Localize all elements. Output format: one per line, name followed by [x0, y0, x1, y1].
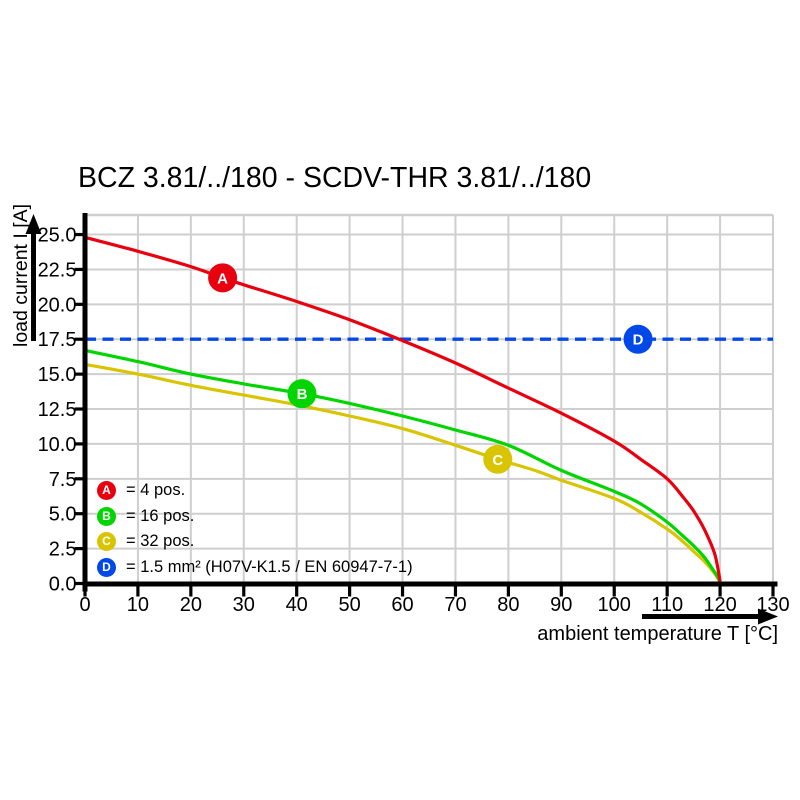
y-tick-label: 0.0 — [49, 574, 77, 596]
x-tick-label: 10 — [127, 594, 149, 616]
x-axis-arrow-icon — [642, 608, 778, 625]
curve-b — [84, 348, 722, 583]
x-tick-label: 30 — [233, 594, 255, 616]
y-tick-label: 7.5 — [49, 469, 77, 491]
marker-d-icon — [623, 324, 653, 354]
x-axis-title: ambient temperature T [°C] — [537, 623, 778, 645]
x-tick-label: 60 — [391, 594, 413, 616]
legend-marker-b-icon: B — [97, 506, 116, 526]
legend-label-a: = 4 pos. — [126, 481, 186, 500]
y-tick-label: 25.0 — [38, 225, 77, 247]
x-tick-label: 130 — [756, 594, 789, 616]
marker-c-letter: C — [492, 452, 503, 469]
x-tick-label: 80 — [497, 594, 519, 616]
x-tick-label: 40 — [286, 594, 308, 616]
legend-label-b: = 16 pos. — [126, 506, 195, 525]
curve-c — [84, 362, 722, 583]
marker-b-icon — [287, 379, 317, 409]
plot-area: 0 10 20 30 40 50 60 70 80 90 100 110 120 130 0.0 2.5 5.0… — [38, 213, 790, 616]
y-axis-arrow-icon — [25, 214, 42, 341]
y-tick-label: 10.0 — [38, 434, 77, 456]
y-tick-label: 20.0 — [38, 294, 77, 316]
y-tick-label: 22.5 — [38, 259, 77, 281]
x-tick-label: 110 — [651, 594, 683, 616]
legend-marker-c-icon: C — [97, 532, 116, 552]
legend-item-b: B = 16 pos. — [97, 504, 413, 530]
x-tick-label: 50 — [338, 594, 360, 616]
x-tick-label: 70 — [444, 594, 466, 616]
x-tick-label: 0 — [79, 594, 90, 616]
marker-d-letter: D — [633, 332, 644, 349]
chart-title: BCZ 3.81/../180 - SCDV-THR 3.81/../180 — [78, 162, 591, 194]
legend-marker-d-icon: D — [97, 557, 116, 577]
legend-item-c: C = 32 pos. — [97, 529, 413, 555]
y-tick-label: 2.5 — [49, 539, 77, 561]
x-tick-label: 100 — [598, 594, 631, 616]
y-axis-title: load current I [A] — [10, 204, 32, 347]
marker-b-letter: B — [297, 386, 308, 403]
y-tick-label: 5.0 — [49, 504, 77, 526]
marker-a-letter: A — [217, 270, 228, 287]
y-tick-label: 17.5 — [38, 329, 77, 351]
y-tick-label: 15.0 — [38, 364, 77, 386]
marker-a-icon — [208, 263, 238, 293]
x-tick-label: 120 — [703, 594, 736, 616]
marker-c-icon — [483, 444, 513, 474]
x-tick-label: 90 — [550, 594, 572, 616]
x-tick-label: 20 — [180, 594, 202, 616]
legend-label-d: = 1.5 mm² (H07V-K1.5 / EN 60947-7-1) — [126, 557, 413, 576]
legend-item-d: D = 1.5 mm² (H07V-K1.5 / EN 60947-7-1) — [97, 555, 413, 581]
legend: A = 4 pos. B = 16 pos. C = 32 pos. D = 1… — [97, 478, 413, 580]
legend-marker-a-icon: A — [97, 481, 116, 501]
y-tick-label: 12.5 — [38, 399, 77, 421]
legend-label-c: = 32 pos. — [126, 532, 195, 551]
legend-item-a: A = 4 pos. — [97, 478, 413, 504]
